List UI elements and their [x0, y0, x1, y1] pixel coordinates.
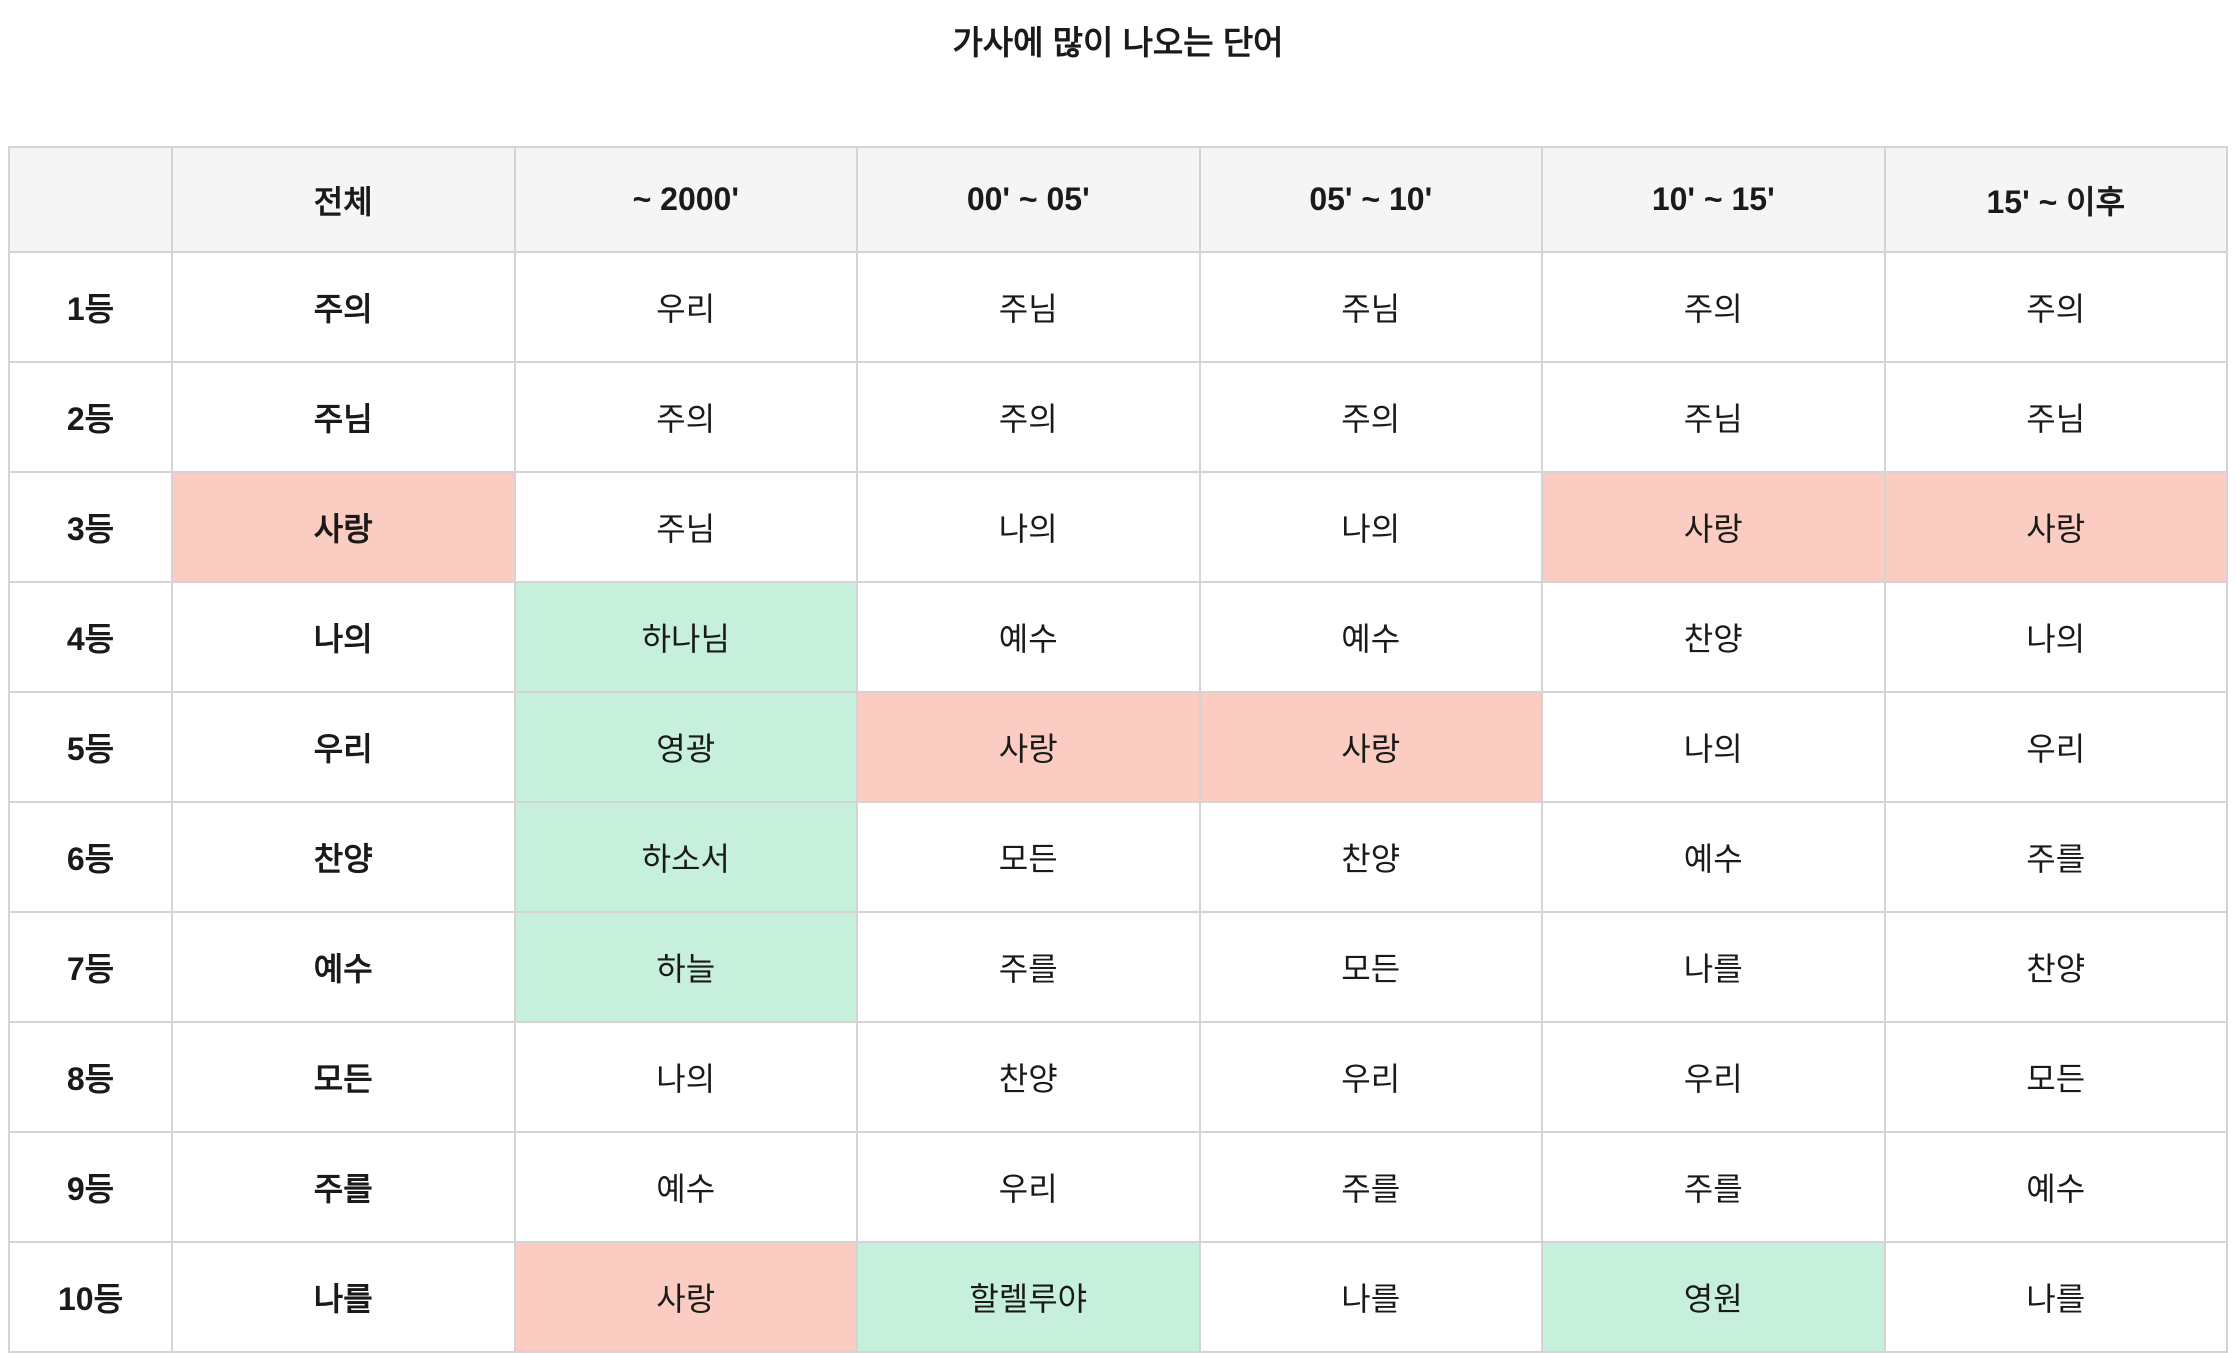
word-cell: 우리 [1883, 691, 2228, 803]
word-cell: 주님 [513, 471, 858, 583]
word-cell: 주를 [1198, 1131, 1543, 1243]
word-cell: 나의 [856, 471, 1201, 583]
rank-cell: 9등 [8, 1131, 173, 1243]
rank-cell: 8등 [8, 1021, 173, 1133]
page-title: 가사에 많이 나오는 단어 [952, 24, 1284, 61]
rank-cell: 6등 [8, 801, 173, 913]
rank-cell: 3등 [8, 471, 173, 583]
table-row: 9등 주를 예수 우리 주를 주를 예수 [8, 1131, 2228, 1243]
word-cell: 주를 [1883, 801, 2228, 913]
word-cell: 주님 [171, 361, 516, 473]
word-cell: 예수 [856, 581, 1201, 693]
table-row: 6등 찬양 하소서 모든 찬양 예수 주를 [8, 801, 2228, 913]
word-frequency-table: 전체 ~ 2000' 00' ~ 05' 05' ~ 10' 10' ~ 15' 15' … [8, 146, 2228, 1353]
word-cell: 주를 [1541, 1131, 1886, 1243]
word-cell: 주의 [1883, 251, 2228, 363]
rank-cell: 1등 [8, 251, 173, 363]
period-column-header: 전체 [171, 146, 516, 253]
word-cell: 주의 [1198, 361, 1543, 473]
word-cell: 모든 [171, 1021, 516, 1133]
word-cell: 하소서 [513, 801, 858, 913]
word-cell: 예수 [513, 1131, 858, 1243]
word-cell: 나의 [1883, 581, 2228, 693]
word-cell: 찬양 [856, 1021, 1201, 1133]
word-cell: 할렐루야 [856, 1241, 1201, 1353]
word-cell: 우리 [1198, 1021, 1543, 1133]
word-cell: 나의 [1198, 471, 1543, 583]
word-cell: 나의 [513, 1021, 858, 1133]
word-cell: 우리 [1541, 1021, 1886, 1133]
word-cell: 우리 [171, 691, 516, 803]
word-cell: 주의 [856, 361, 1201, 473]
word-cell: 예수 [171, 911, 516, 1023]
rank-cell: 10등 [8, 1241, 173, 1353]
word-cell: 주를 [856, 911, 1201, 1023]
word-cell: 나를 [1541, 911, 1886, 1023]
word-cell: 주의 [1541, 251, 1886, 363]
word-cell: 나를 [1883, 1241, 2228, 1353]
word-cell: 주의 [513, 361, 858, 473]
period-column-header: 10' ~ 15' [1541, 146, 1886, 253]
word-cell: 모든 [856, 801, 1201, 913]
word-cell: 주님 [1883, 361, 2228, 473]
word-cell: 예수 [1198, 581, 1543, 693]
table-row: 3등 사랑 주님 나의 나의 사랑 사랑 [8, 471, 2228, 583]
rank-cell: 4등 [8, 581, 173, 693]
word-cell: 사랑 [1198, 691, 1543, 803]
word-cell: 찬양 [1883, 911, 2228, 1023]
word-cell: 모든 [1198, 911, 1543, 1023]
table-row: 1등 주의 우리 주님 주님 주의 주의 [8, 251, 2228, 363]
table-row: 8등 모든 나의 찬양 우리 우리 모든 [8, 1021, 2228, 1133]
word-cell: 예수 [1541, 801, 1886, 913]
word-cell: 주님 [1541, 361, 1886, 473]
word-cell: 사랑 [513, 1241, 858, 1353]
rank-cell: 2등 [8, 361, 173, 473]
word-cell: 우리 [856, 1131, 1201, 1243]
word-cell: 우리 [513, 251, 858, 363]
word-cell: 사랑 [1883, 471, 2228, 583]
word-cell: 영광 [513, 691, 858, 803]
word-cell: 모든 [1883, 1021, 2228, 1133]
word-cell: 주님 [856, 251, 1201, 363]
word-cell: 영원 [1541, 1241, 1886, 1353]
word-cell: 찬양 [1198, 801, 1543, 913]
word-cell: 주의 [171, 251, 516, 363]
table-row: 2등 주님 주의 주의 주의 주님 주님 [8, 361, 2228, 473]
rank-column-header [8, 146, 173, 253]
period-column-header: ~ 2000' [513, 146, 858, 253]
word-cell: 나의 [171, 581, 516, 693]
word-cell: 사랑 [1541, 471, 1886, 583]
table-row: 10등 나를 사랑 할렐루야 나를 영원 나를 [8, 1241, 2228, 1353]
table-row: 5등 우리 영광 사랑 사랑 나의 우리 [8, 691, 2228, 803]
word-cell: 나의 [1541, 691, 1886, 803]
table-row: 7등 예수 하늘 주를 모든 나를 찬양 [8, 911, 2228, 1023]
table-header: 전체 ~ 2000' 00' ~ 05' 05' ~ 10' 10' ~ 15' 15' … [8, 146, 2228, 253]
header-row: 전체 ~ 2000' 00' ~ 05' 05' ~ 10' 10' ~ 15' 15' … [8, 146, 2228, 253]
rank-cell: 7등 [8, 911, 173, 1023]
word-cell: 사랑 [171, 471, 516, 583]
word-cell: 찬양 [171, 801, 516, 913]
period-column-header: 15' ~ 이후 [1883, 146, 2228, 253]
word-cell: 주를 [171, 1131, 516, 1243]
word-cell: 나를 [1198, 1241, 1543, 1353]
word-cell: 찬양 [1541, 581, 1886, 693]
period-column-header: 00' ~ 05' [856, 146, 1201, 253]
word-cell: 주님 [1198, 251, 1543, 363]
table-body: 1등 주의 우리 주님 주님 주의 주의 2등 주님 주의 주의 주의 주님 주님 3등 사랑 주님 나의 나의 사랑… [8, 251, 2228, 1353]
word-cell: 하나님 [513, 581, 858, 693]
word-cell: 예수 [1883, 1131, 2228, 1243]
word-cell: 나를 [171, 1241, 516, 1353]
table-row: 4등 나의 하나님 예수 예수 찬양 나의 [8, 581, 2228, 693]
period-column-header: 05' ~ 10' [1198, 146, 1543, 253]
rank-cell: 5등 [8, 691, 173, 803]
word-cell: 하늘 [513, 911, 858, 1023]
word-cell: 사랑 [856, 691, 1201, 803]
